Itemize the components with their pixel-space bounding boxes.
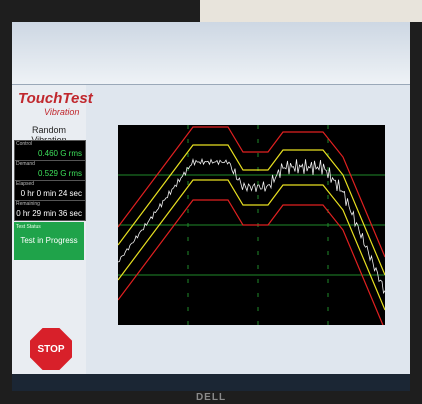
screenshot: TouchTest Vibration Random Vibration Con… [0, 0, 422, 404]
readout-label: Control [16, 141, 32, 147]
readout-label: Elapsed [16, 181, 34, 187]
readout-label: Demand [16, 161, 35, 167]
wall [200, 0, 422, 22]
readout-value: 0 hr 0 min 24 sec [21, 189, 82, 198]
plot [118, 125, 385, 325]
status-label: Test Status [16, 224, 41, 230]
status-value: Test in Progress [14, 236, 84, 245]
logo-title: TouchTest [18, 90, 93, 107]
taskbar [12, 374, 410, 391]
readout-value: 0.460 G rms [38, 149, 82, 158]
readout-label: Remaining [16, 201, 40, 207]
readout-value: 0.529 G rms [38, 169, 82, 178]
readout-value: 0 hr 29 min 36 sec [16, 209, 82, 218]
ribbon [12, 22, 410, 85]
monitor-brand: DELL [0, 392, 422, 403]
logo-subtitle: Vibration [44, 107, 79, 117]
